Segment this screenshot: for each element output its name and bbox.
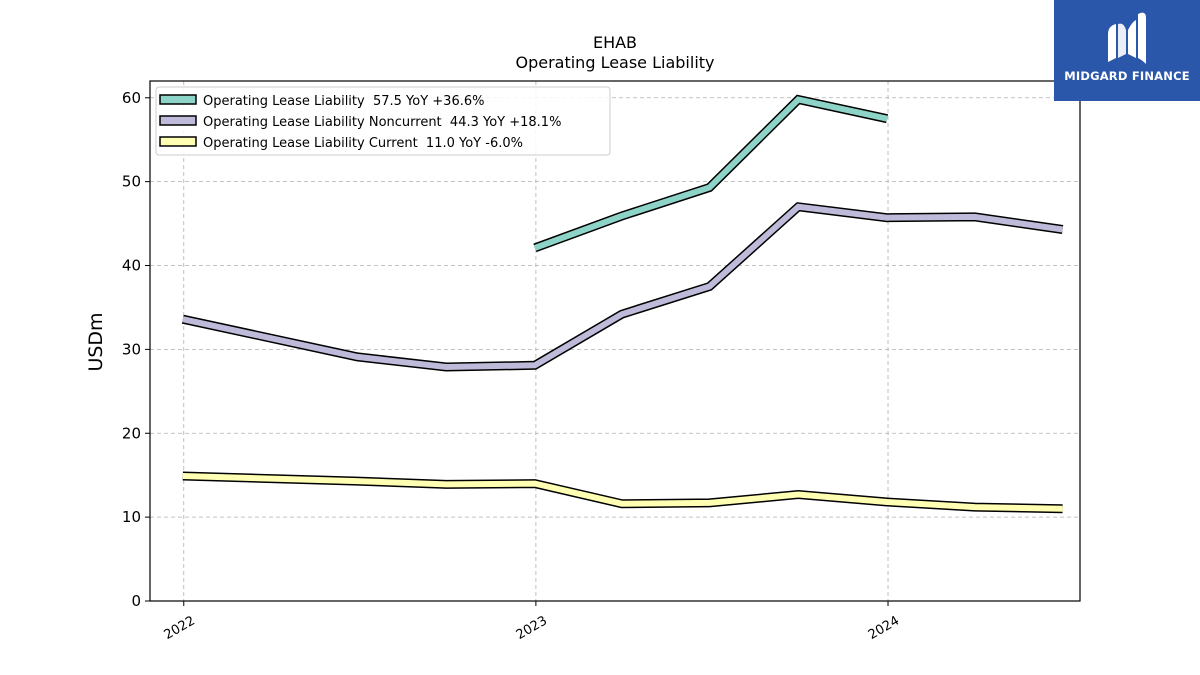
chart-subtitle: Operating Lease Liability <box>515 53 714 72</box>
y-tick-label: 60 <box>122 89 141 107</box>
legend-swatch <box>159 94 197 105</box>
x-tick-label: 2022 <box>162 613 198 643</box>
legend-entry: Operating Lease Liability Current 11.0 Y… <box>159 136 523 151</box>
series-line-2 <box>182 471 1063 514</box>
x-tick-label: 2024 <box>866 613 902 643</box>
legend-label: Operating Lease Liability Current 11.0 Y… <box>203 136 523 151</box>
series-outline <box>181 202 1064 372</box>
logo-mark-icon <box>1108 12 1146 65</box>
brand-logo: MIDGARD FINANCE <box>1054 0 1200 101</box>
y-tick-label: 50 <box>122 173 141 191</box>
series-core <box>182 473 1063 512</box>
plot-frame <box>149 80 1081 602</box>
legend: Operating Lease Liability 57.5 YoY +36.6… <box>155 86 611 156</box>
series-line-0 <box>533 94 889 253</box>
y-tick-label: 40 <box>122 257 141 275</box>
legend-label: Operating Lease Liability 57.5 YoY +36.6… <box>203 94 484 109</box>
legend-box <box>155 86 611 156</box>
y-tick-label: 20 <box>122 424 141 442</box>
chart-title: EHAB <box>593 33 637 52</box>
x-tick-label: 2023 <box>514 613 550 643</box>
legend-label: Operating Lease Liability Noncurrent 44.… <box>203 115 561 130</box>
legend-entry: Operating Lease Liability 57.5 YoY +36.6… <box>159 94 484 109</box>
logo-text: MIDGARD FINANCE <box>1064 69 1190 83</box>
y-tick-label: 30 <box>122 340 141 358</box>
series-layer <box>181 94 1064 514</box>
legend-swatch <box>159 136 197 147</box>
series-line-1 <box>181 202 1064 372</box>
series-core <box>533 96 888 251</box>
legend-entry: Operating Lease Liability Noncurrent 44.… <box>159 115 561 130</box>
series-core <box>182 203 1064 371</box>
y-tick-label: 10 <box>122 508 141 526</box>
legend-swatch <box>159 115 197 126</box>
y-axis-label: USDm <box>85 312 107 371</box>
y-tick-label: 0 <box>131 592 141 610</box>
